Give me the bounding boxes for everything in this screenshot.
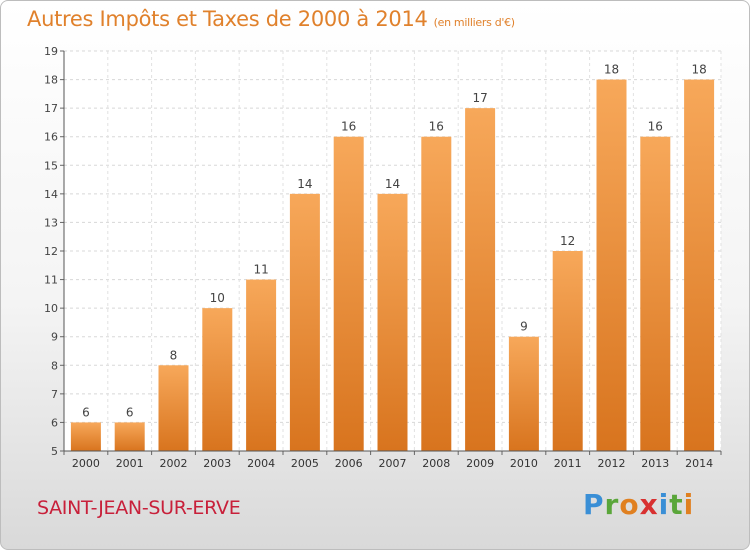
value-label: 14 xyxy=(385,177,400,191)
x-tick-label: 2009 xyxy=(466,457,494,470)
logo-letter: P xyxy=(583,488,605,521)
x-tick-label: 2005 xyxy=(291,457,319,470)
y-tick-label: 19 xyxy=(44,45,58,58)
y-tick-label: 15 xyxy=(44,159,58,172)
x-tick-label: 2003 xyxy=(203,457,231,470)
y-tick-label: 13 xyxy=(44,216,58,229)
chart-title-text: Autres Impôts et Taxes de 2000 à 2014 xyxy=(27,7,428,31)
x-tick-label: 2007 xyxy=(379,457,407,470)
bar xyxy=(114,422,145,451)
y-tick-label: 10 xyxy=(44,302,58,315)
y-tick-label: 9 xyxy=(51,331,58,344)
y-tick-label: 5 xyxy=(51,445,58,458)
value-label: 10 xyxy=(210,291,225,305)
bar xyxy=(465,108,496,452)
value-label: 16 xyxy=(648,120,663,134)
x-tick-label: 2008 xyxy=(422,457,450,470)
logo-letter: t xyxy=(669,488,684,521)
logo-letter: i xyxy=(658,488,670,521)
y-tick-label: 18 xyxy=(44,74,58,87)
value-label: 16 xyxy=(429,120,444,134)
bar xyxy=(421,136,452,451)
value-labels: 6 6 8 10 11 14 16 14 16 17 9 12 18 16 18 xyxy=(82,63,707,420)
logo-letter: r xyxy=(604,488,620,521)
bar xyxy=(596,79,627,452)
x-tick-label: 2013 xyxy=(641,457,669,470)
value-label: 16 xyxy=(341,120,356,134)
bar xyxy=(70,422,101,451)
bar xyxy=(289,193,320,451)
x-tick-label: 2002 xyxy=(160,457,188,470)
x-tick-label: 2006 xyxy=(335,457,363,470)
y-tick-label: 12 xyxy=(44,245,58,258)
y-tick-label: 17 xyxy=(44,102,58,115)
value-label: 6 xyxy=(126,405,134,419)
y-tick-label: 6 xyxy=(51,416,58,429)
y-tick-label: 7 xyxy=(51,388,58,401)
bar xyxy=(508,336,539,451)
axes xyxy=(60,50,722,455)
bar xyxy=(552,251,583,451)
x-tick-label: 2011 xyxy=(554,457,582,470)
bar xyxy=(202,308,233,451)
logo-letter: x xyxy=(639,488,659,521)
value-label: 12 xyxy=(560,234,575,248)
x-tick-label: 2000 xyxy=(72,457,100,470)
bar xyxy=(640,136,671,451)
proxiti-logo: Proxiti xyxy=(583,488,694,521)
value-label: 6 xyxy=(82,405,90,419)
y-tick-labels: 5 6 7 8 9 10 11 12 13 14 15 16 17 18 19 xyxy=(44,45,58,458)
bar xyxy=(684,79,715,452)
unit-note: (en milliers d'€) xyxy=(433,16,515,29)
bar xyxy=(377,193,408,451)
logo-letter: o xyxy=(619,488,640,521)
value-label: 14 xyxy=(297,177,312,191)
x-tick-label: 2010 xyxy=(510,457,538,470)
x-tick-label: 2004 xyxy=(247,457,275,470)
y-tick-label: 11 xyxy=(44,274,58,287)
value-label: 8 xyxy=(170,348,178,362)
x-tick-label: 2012 xyxy=(598,457,626,470)
x-tick-label: 2001 xyxy=(116,457,144,470)
bar xyxy=(246,279,277,451)
value-label: 18 xyxy=(604,63,619,77)
town-name: SAINT-JEAN-SUR-ERVE xyxy=(37,497,241,519)
value-label: 18 xyxy=(691,63,706,77)
logo-letter: i xyxy=(683,488,695,521)
bars xyxy=(70,79,715,452)
bar xyxy=(333,136,364,451)
bar xyxy=(158,365,189,451)
x-tick-labels: 2000 2001 2002 2003 2004 2005 2006 2007 2008 2009… xyxy=(72,457,713,470)
value-label: 17 xyxy=(472,91,487,105)
chart-title: Autres Impôts et Taxes de 2000 à 2014 (en… xyxy=(27,7,515,31)
y-tick-label: 16 xyxy=(44,131,58,144)
x-tick-label: 2014 xyxy=(685,457,713,470)
y-tick-label: 14 xyxy=(44,188,58,201)
y-tick-label: 8 xyxy=(51,359,58,372)
value-label: 9 xyxy=(520,320,528,334)
value-label: 11 xyxy=(253,263,268,277)
